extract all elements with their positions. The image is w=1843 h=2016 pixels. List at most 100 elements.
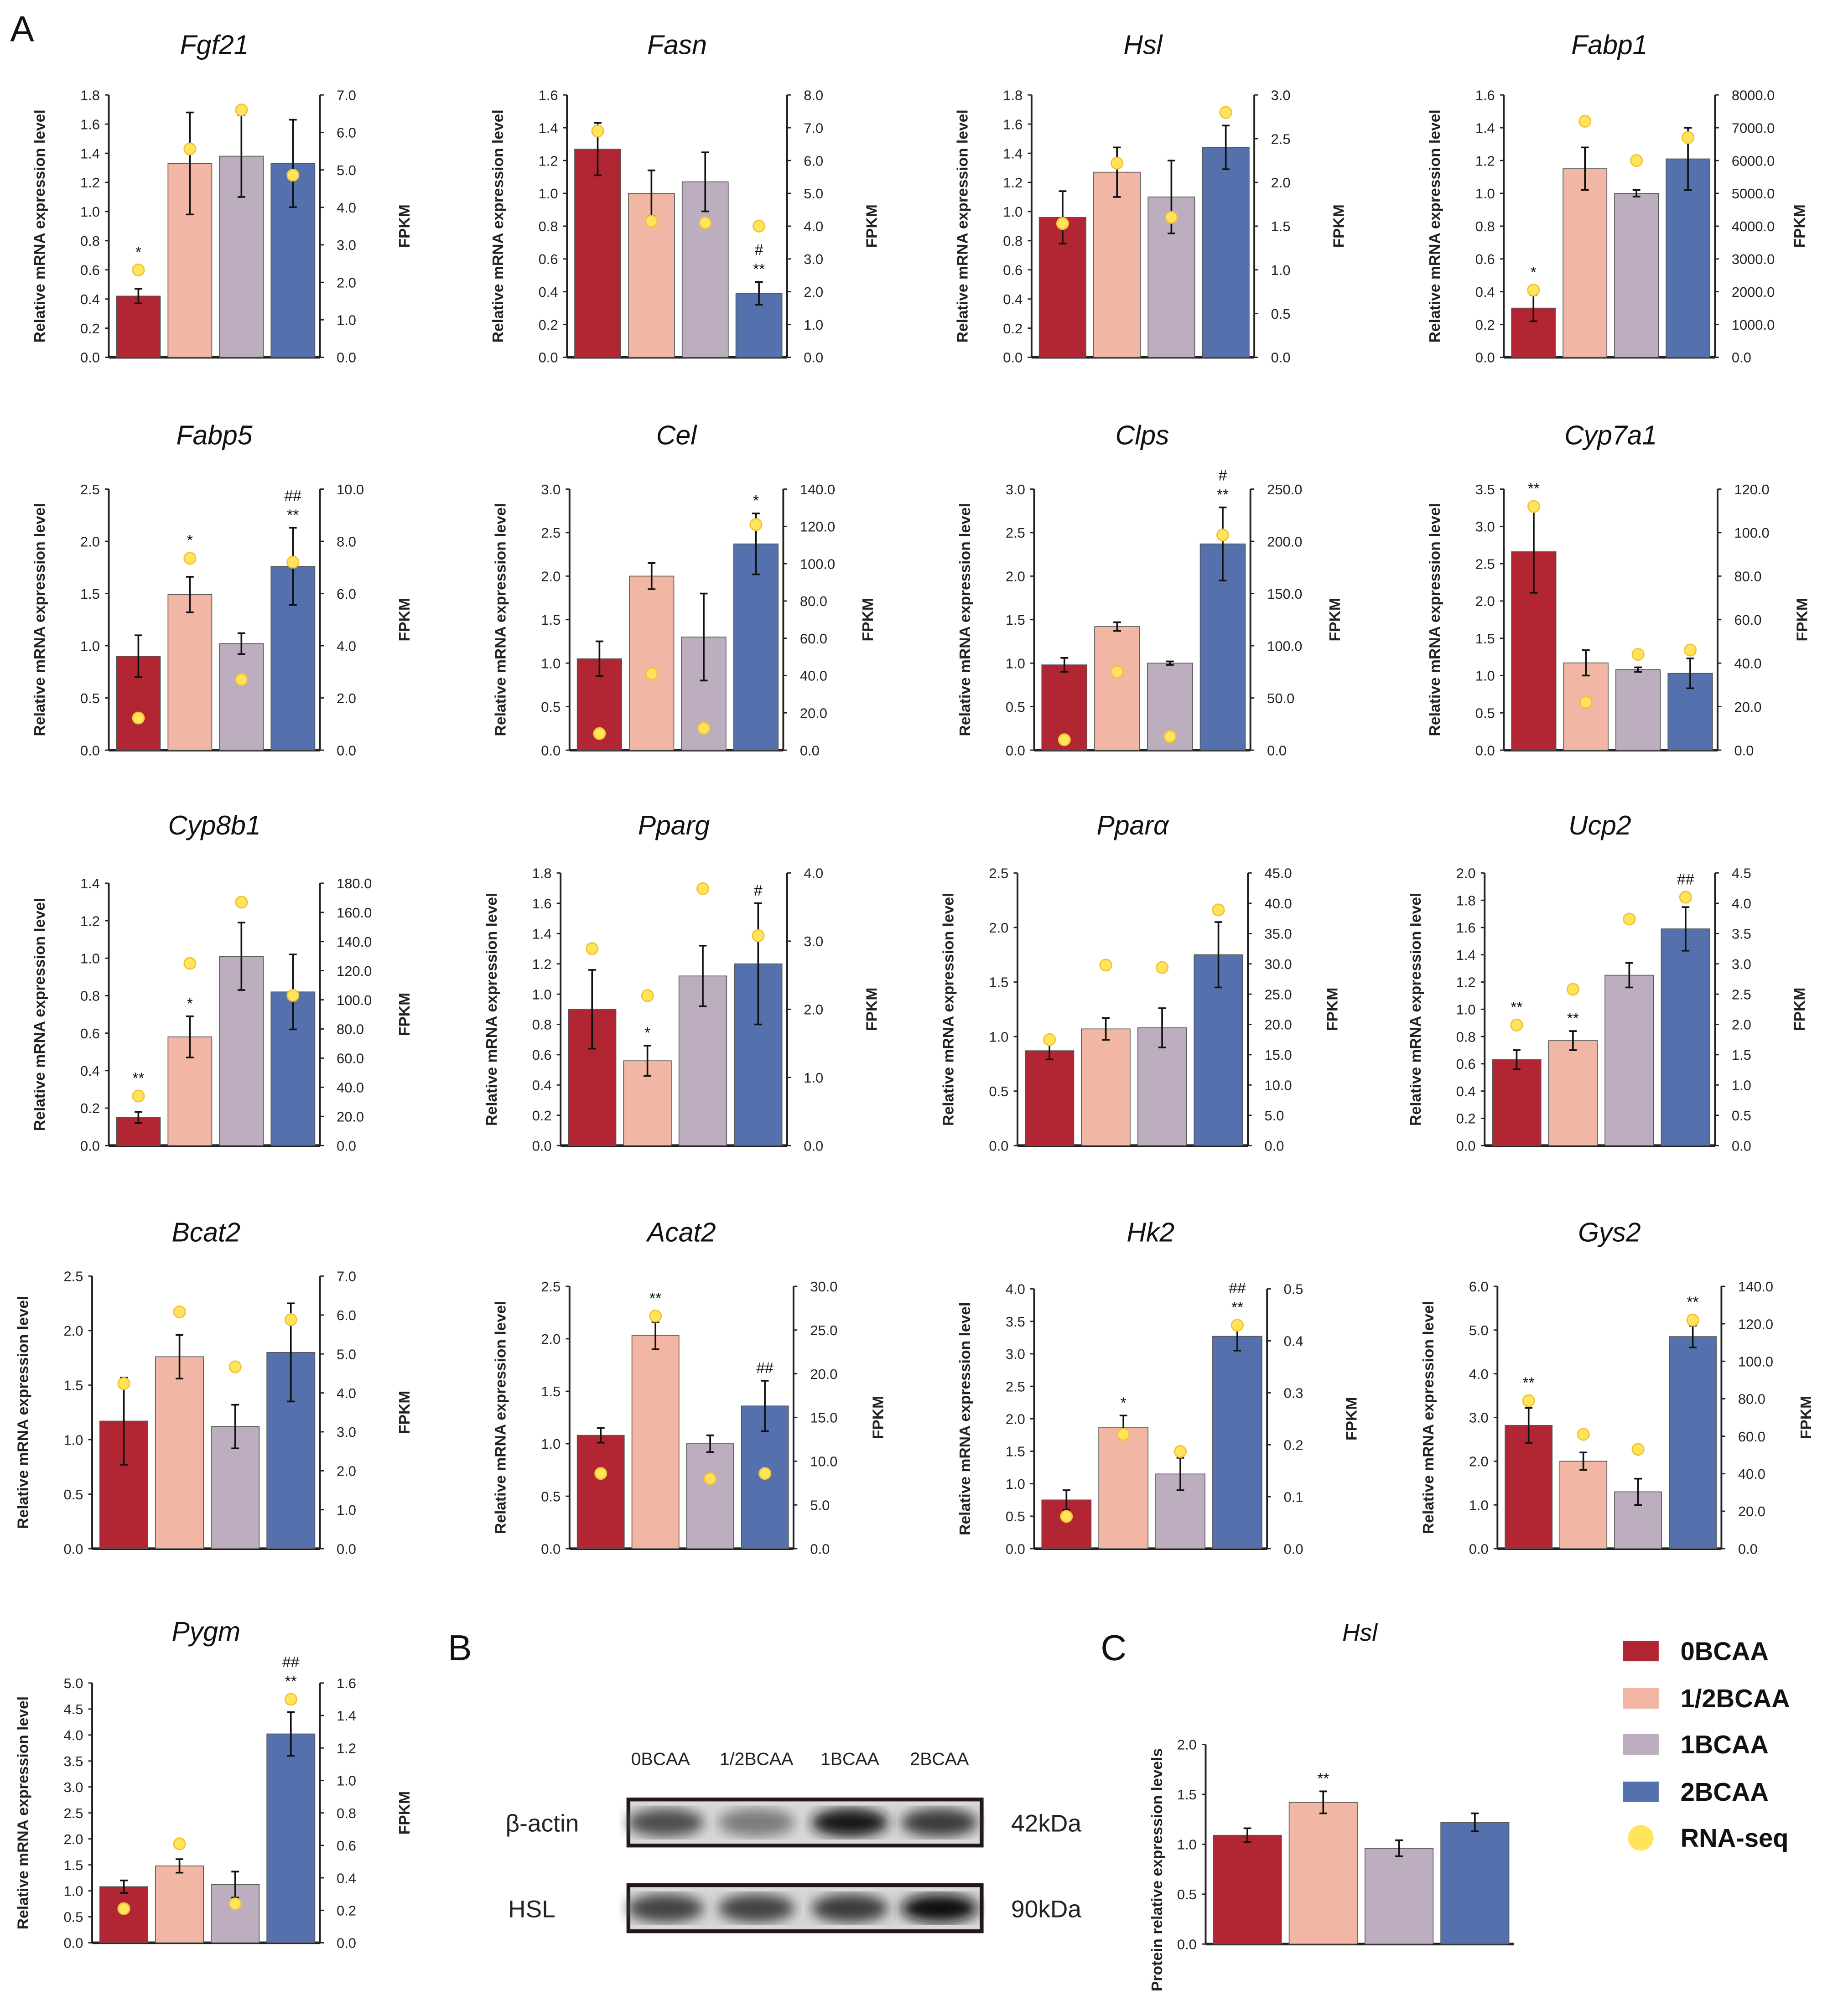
- bar-1bcaa: [1614, 193, 1659, 358]
- chart-title: Cyp8b1: [168, 811, 261, 840]
- y-tick-label: 0.0: [1177, 1936, 1197, 1952]
- y-tick-label: 0.2: [80, 321, 100, 337]
- y-tick-label: 0.8: [1003, 233, 1023, 249]
- y2-tick-label: 60.0: [1734, 612, 1761, 628]
- bar-1-2bcaa: [1548, 1040, 1598, 1146]
- protein-band: [718, 1808, 795, 1837]
- y-tick-label: 1.5: [541, 1384, 561, 1399]
- y-tick-label: 1.0: [80, 204, 100, 220]
- y-tick-label: 1.5: [63, 1857, 83, 1873]
- chart-title: Acat2: [646, 1218, 716, 1248]
- chart-title: Clps: [1116, 420, 1169, 450]
- y2-tick-label: 6.0: [804, 153, 823, 169]
- bar-0bcaa: [576, 1435, 625, 1549]
- y-axis-label: Relative mRNA expression level: [955, 109, 971, 342]
- y2-tick-label: 7.0: [337, 1269, 356, 1285]
- y2-tick-label: 100.0: [1738, 1353, 1773, 1369]
- y2-tick-label: 20.0: [810, 1366, 837, 1382]
- y-tick-label: 2.5: [1006, 1379, 1025, 1394]
- y2-tick-label: 0.3: [1284, 1385, 1303, 1401]
- y-tick-label: 2.0: [1177, 1737, 1197, 1753]
- y-tick-label: 1.2: [1456, 974, 1476, 990]
- legend: 0BCAA 1/2BCAA 1BCAA 2BCAA RNA-seq: [1623, 1637, 1790, 1852]
- y2-tick-label: 60.0: [800, 631, 827, 647]
- rnaseq-point: [235, 673, 248, 686]
- chart-hk2: Hk2 0.0 0.5 1.0 1.5 2.0 2.5 3.0 3.5 4.0 Relative m…: [957, 1218, 1360, 1557]
- rnaseq-point: [1630, 154, 1643, 167]
- legend-label: 1BCAA: [1681, 1730, 1769, 1759]
- y2-tick-label: 100.0: [337, 992, 372, 1008]
- chart-title: Pygm: [171, 1617, 240, 1647]
- y-tick-label: 1.5: [1006, 1444, 1025, 1460]
- rnaseq-point: [1527, 500, 1540, 513]
- rnaseq-point: [1212, 903, 1225, 917]
- y-tick-label: 2.0: [63, 1323, 83, 1339]
- y-tick-label: 2.5: [80, 482, 100, 498]
- y-tick-label: 0.4: [1003, 291, 1023, 307]
- y2-tick-label: 3.0: [1732, 956, 1751, 972]
- y2-tick-label: 0.0: [1732, 350, 1751, 366]
- y-tick-label: 0.5: [63, 1909, 83, 1925]
- bar-1bcaa: [1365, 1848, 1434, 1945]
- significance-mark: #: [1219, 467, 1227, 484]
- y-tick-label: 1.0: [1006, 655, 1025, 671]
- rnaseq-point: [1631, 648, 1645, 661]
- chart-title: Fabp1: [1571, 30, 1647, 60]
- y2-tick-label: 25.0: [1265, 986, 1292, 1002]
- y-tick-label: 2.0: [1006, 1411, 1025, 1427]
- legend-swatch: [1623, 1641, 1659, 1662]
- legend-swatch: [1623, 1688, 1659, 1709]
- y-tick-label: 0.8: [1456, 1029, 1476, 1045]
- chart-gys2: Gys2 0.0 1.0 2.0 3.0 4.0 5.0 6.0 Relative mRNA e…: [1420, 1218, 1815, 1557]
- y-tick-label: 0.0: [1469, 1541, 1489, 1557]
- y2-axis-label: FPKM: [870, 1396, 887, 1439]
- y-tick-label: 1.0: [541, 655, 561, 671]
- y2-tick-label: 2.0: [1732, 1017, 1751, 1033]
- y2-axis-label: FPKM: [396, 1391, 413, 1434]
- y2-tick-label: 120.0: [800, 519, 835, 535]
- y-tick-label: 1.6: [532, 896, 552, 912]
- y-tick-label: 1.8: [532, 865, 552, 881]
- significance-mark: #: [754, 882, 763, 899]
- y2-tick-label: 2.0: [804, 1002, 823, 1018]
- y-tick-label: 1.4: [532, 926, 552, 942]
- y2-tick-label: 0.0: [1267, 742, 1287, 758]
- y2-axis-label: FPKM: [1791, 988, 1808, 1031]
- y-tick-label: 1.5: [1475, 631, 1495, 647]
- y2-tick-label: 3000.0: [1732, 251, 1775, 267]
- y-tick-label: 1.5: [1177, 1787, 1197, 1803]
- y2-tick-label: 100.0: [1734, 525, 1769, 541]
- bar-1bcaa: [219, 956, 264, 1146]
- y-tick-label: 1.5: [989, 974, 1008, 990]
- y-tick-label: 0.0: [63, 1935, 83, 1951]
- y2-tick-label: 120.0: [1738, 1316, 1773, 1332]
- significance-mark: ##: [756, 1360, 774, 1377]
- y2-tick-label: 100.0: [800, 556, 835, 572]
- legend-label: RNA-seq: [1681, 1824, 1789, 1852]
- significance-mark: **: [1231, 1299, 1243, 1316]
- bar-1-2bcaa: [155, 1866, 204, 1943]
- rnaseq-point: [1510, 1018, 1523, 1031]
- y2-tick-label: 0.1: [1284, 1489, 1303, 1505]
- chart-cel: Cel 0.0 0.5 1.0 1.5 2.0 2.5 3.0 Relative mRNA ex…: [492, 420, 876, 758]
- bar-2bcaa: [266, 1733, 316, 1943]
- y-tick-label: 0.2: [539, 317, 558, 333]
- y-tick-label: 1.5: [80, 586, 100, 602]
- rnaseq-point: [1579, 696, 1593, 709]
- y-tick-label: 1.0: [541, 1436, 561, 1452]
- molecular-weight: 90kDa: [1011, 1896, 1081, 1923]
- y2-tick-label: 160.0: [337, 905, 372, 921]
- y-tick-label: 1.8: [80, 87, 100, 103]
- significance-mark: **: [1217, 487, 1229, 503]
- significance-mark: ##: [282, 1654, 300, 1671]
- y2-tick-label: 3.0: [337, 1424, 356, 1440]
- y2-tick-label: 1.0: [1732, 1078, 1751, 1094]
- legend-swatch: [1623, 1781, 1659, 1802]
- y-tick-label: 1.4: [1456, 947, 1476, 963]
- y-tick-label: 1.4: [80, 876, 100, 891]
- y2-tick-label: 60.0: [337, 1051, 364, 1067]
- bar-0bcaa: [1041, 1499, 1092, 1549]
- y-tick-label: 0.0: [1003, 350, 1023, 366]
- y-tick-label: 1.6: [539, 87, 558, 103]
